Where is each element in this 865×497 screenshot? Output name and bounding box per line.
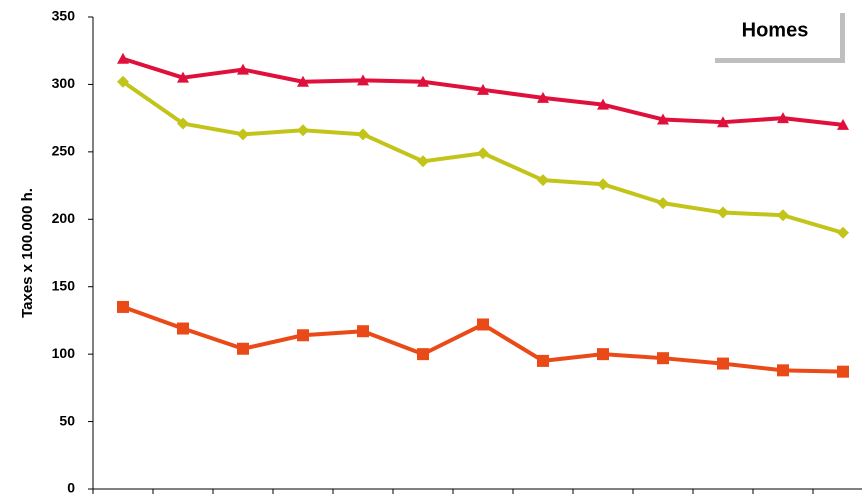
chart-title: Homes [742,19,809,41]
point [357,74,369,86]
point [717,116,729,128]
point [657,352,669,365]
point [537,91,549,103]
point [117,300,129,313]
point [717,206,729,219]
y-tick-label: 0 [67,480,75,496]
point [297,124,309,137]
point [417,75,429,87]
point [777,209,789,222]
y-tick-label: 150 [52,277,76,293]
point [237,63,249,75]
point [837,226,849,239]
title-box [710,8,840,58]
point [237,342,249,355]
point [357,128,369,141]
point [117,52,129,64]
point [477,147,489,160]
point [837,118,849,130]
y-tick-label: 350 [52,8,76,24]
point [177,71,189,83]
point [297,329,309,342]
point [537,174,549,187]
point [477,83,489,95]
point [657,113,669,125]
point [777,112,789,124]
point [837,365,849,378]
y-tick-label: 300 [52,75,76,91]
point [717,357,729,370]
y-tick-label: 200 [52,210,76,226]
y-tick-label: 50 [59,412,75,428]
point [657,197,669,210]
point [597,348,609,361]
point [177,117,189,130]
point [297,75,309,87]
y-tick-label: 100 [52,345,76,361]
point [777,364,789,377]
y-tick-label: 250 [52,143,76,159]
point [417,155,429,168]
y-axis-label: Taxes x 100.000 h. [19,188,36,318]
point [597,178,609,191]
point [117,75,129,88]
point [237,128,249,141]
point [477,318,489,331]
point [597,98,609,110]
point [177,322,189,335]
point [537,354,549,367]
point [357,325,369,338]
point [417,348,429,361]
series-line [122,305,844,374]
